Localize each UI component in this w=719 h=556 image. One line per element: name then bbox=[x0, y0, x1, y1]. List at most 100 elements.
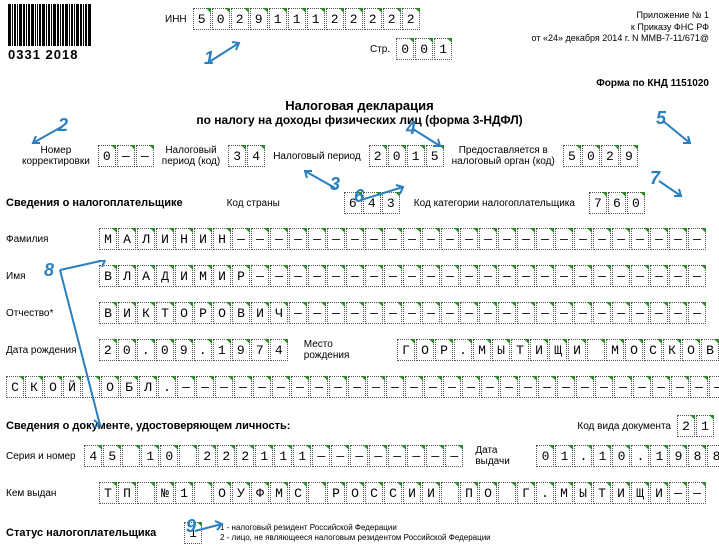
cell: 2 bbox=[601, 145, 619, 167]
cell bbox=[179, 445, 197, 467]
cell: М bbox=[270, 482, 288, 504]
cell: Ы bbox=[574, 482, 592, 504]
cell: О bbox=[625, 339, 643, 361]
cell: И bbox=[568, 339, 586, 361]
cell: — bbox=[576, 376, 594, 398]
doc-type-cells: 21 bbox=[677, 415, 714, 437]
callout-2: 2 bbox=[28, 123, 68, 147]
cell: — bbox=[612, 228, 630, 250]
cell: — bbox=[555, 228, 573, 250]
country-label: Код страны bbox=[227, 198, 280, 209]
cell: — bbox=[289, 302, 307, 324]
cell: 1 bbox=[288, 8, 306, 30]
cell: — bbox=[308, 228, 326, 250]
cell: . bbox=[574, 445, 592, 467]
cell: — bbox=[327, 265, 345, 287]
cell: — bbox=[612, 265, 630, 287]
cell: — bbox=[688, 482, 706, 504]
category-label: Код категории налогоплательщика bbox=[414, 198, 575, 209]
cell: — bbox=[555, 302, 573, 324]
cell: — bbox=[650, 228, 668, 250]
cell: — bbox=[536, 302, 554, 324]
inn-cells: 502911122222 bbox=[193, 8, 420, 30]
cell: К bbox=[663, 339, 681, 361]
cell: 6 bbox=[608, 192, 626, 214]
app-line2: к Приказу ФНС РФ bbox=[532, 22, 709, 34]
callout-9: 9 bbox=[192, 516, 228, 536]
pob-label: Место рождения bbox=[304, 339, 381, 361]
cell: 0 bbox=[415, 38, 433, 60]
cell: . bbox=[454, 339, 472, 361]
cell: — bbox=[403, 302, 421, 324]
name-cells: ВЛАДИМИР———————————————————————— bbox=[99, 265, 706, 287]
barcode-text: 0331 2018 bbox=[8, 47, 108, 62]
cell: О bbox=[682, 339, 700, 361]
cell: — bbox=[384, 302, 402, 324]
cell: М bbox=[473, 339, 491, 361]
cell: — bbox=[348, 376, 366, 398]
cell: — bbox=[690, 376, 708, 398]
surname-label: Фамилия bbox=[6, 234, 91, 245]
cell: Щ bbox=[549, 339, 567, 361]
cell: К bbox=[137, 302, 155, 324]
cell: — bbox=[669, 265, 687, 287]
cell: А bbox=[137, 265, 155, 287]
doc-type-label: Код вида документа bbox=[577, 421, 671, 432]
doc-title: Налоговая декларация bbox=[0, 98, 719, 113]
period-label: Налоговый период bbox=[273, 151, 360, 162]
cell: Ы bbox=[492, 339, 510, 361]
period-code-cells: 34 bbox=[228, 145, 265, 167]
cell: — bbox=[365, 302, 383, 324]
serial-cells: 45 10 222111———————— bbox=[84, 445, 463, 467]
cell: Р bbox=[194, 302, 212, 324]
cell bbox=[137, 482, 155, 504]
patronymic-cells: ВИКТОРОВИЧ—————————————————————— bbox=[99, 302, 706, 324]
cell: — bbox=[365, 265, 383, 287]
cell: 1 bbox=[293, 445, 311, 467]
cell: — bbox=[593, 265, 611, 287]
app-line3: от «24» декабря 2014 г. N ММВ-7-11/671@ bbox=[532, 33, 709, 45]
cell: А bbox=[118, 228, 136, 250]
cell: М bbox=[194, 265, 212, 287]
cell: М bbox=[555, 482, 573, 504]
cell: И bbox=[530, 339, 548, 361]
cell: 2 bbox=[326, 8, 344, 30]
cell: . bbox=[536, 482, 554, 504]
cell: П bbox=[460, 482, 478, 504]
cell: 1 bbox=[696, 415, 714, 437]
cell: — bbox=[331, 445, 349, 467]
cell: — bbox=[536, 228, 554, 250]
cell: — bbox=[308, 265, 326, 287]
cell: — bbox=[574, 228, 592, 250]
cell: 0 bbox=[627, 192, 645, 214]
cell: . bbox=[631, 445, 649, 467]
cell: И bbox=[422, 482, 440, 504]
cell: 5 bbox=[103, 445, 121, 467]
cell bbox=[441, 482, 459, 504]
cell: 2 bbox=[217, 445, 235, 467]
cell: 7 bbox=[589, 192, 607, 214]
cell: 2 bbox=[402, 8, 420, 30]
cell: — bbox=[517, 265, 535, 287]
cell: Л bbox=[137, 228, 155, 250]
cell: 2 bbox=[369, 145, 387, 167]
cell: И bbox=[403, 482, 421, 504]
cell: 0 bbox=[160, 445, 178, 467]
callout-4: 4 bbox=[410, 126, 450, 150]
cell: — bbox=[441, 302, 459, 324]
cell: — bbox=[631, 228, 649, 250]
cell: 3 bbox=[228, 145, 246, 167]
callout-5: 5 bbox=[660, 118, 700, 148]
cell: 1 bbox=[593, 445, 611, 467]
cell: 0 bbox=[582, 145, 600, 167]
cell: — bbox=[388, 445, 406, 467]
cell: Т bbox=[511, 339, 529, 361]
cell: — bbox=[650, 265, 668, 287]
cell: О bbox=[175, 302, 193, 324]
cell: 8 bbox=[707, 445, 719, 467]
cell: 2 bbox=[345, 8, 363, 30]
cell: — bbox=[669, 482, 687, 504]
cell: — bbox=[595, 376, 613, 398]
cell: Щ bbox=[631, 482, 649, 504]
cell: О bbox=[346, 482, 364, 504]
